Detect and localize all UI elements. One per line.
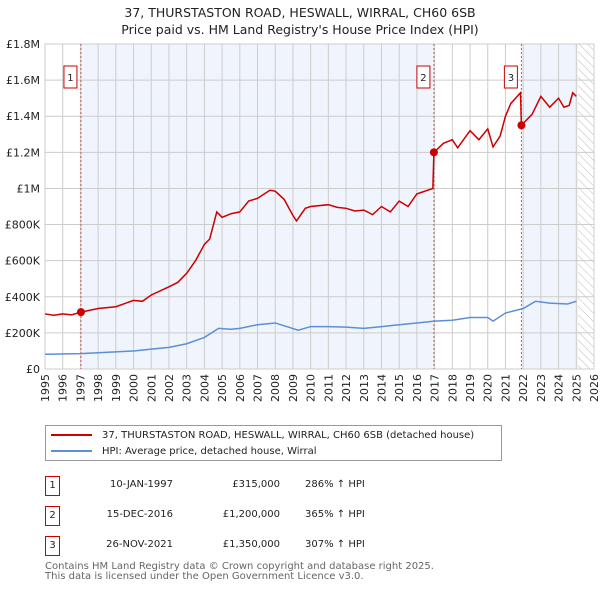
x-tick-label: 2019 (464, 374, 477, 402)
sale-row: 2 15-DEC-2016 £1,200,000 365% ↑ HPI (45, 506, 505, 528)
legend-item-property: 37, THURSTASTON ROAD, HESWALL, WIRRAL, C… (46, 427, 474, 443)
x-tick-label: 1998 (92, 374, 105, 402)
footer-line: This data is licensed under the Open Gov… (45, 571, 364, 582)
chart-title: 37, THURSTASTON ROAD, HESWALL, WIRRAL, C… (124, 5, 476, 20)
x-tick-label: 2026 (588, 374, 600, 402)
x-tick-label: 1997 (74, 374, 87, 402)
x-tick-label: 2000 (128, 374, 141, 402)
series-line (44, 300, 577, 355)
y-tick-label: £800K (5, 219, 41, 232)
legend-label: 37, THURSTASTON ROAD, HESWALL, WIRRAL, C… (102, 429, 475, 441)
sale-date: 26-NOV-2021 (106, 539, 173, 550)
sale-label: 3 (508, 73, 514, 84)
x-tick-label: 2014 (375, 374, 388, 402)
series-line (44, 90, 577, 316)
x-tick-label: 2004 (198, 374, 211, 402)
x-tick-label: 2012 (340, 374, 353, 402)
x-tick-label: 2015 (393, 374, 406, 402)
x-tick-label: 1995 (39, 374, 52, 402)
sale-point (517, 121, 526, 130)
y-tick-label: £1.2M (6, 146, 40, 159)
sale-row: 1 10-JAN-1997 £315,000 286% ↑ HPI (45, 476, 505, 498)
x-tick-label: 2001 (145, 374, 158, 402)
x-tick-label: 2024 (553, 374, 566, 402)
x-tick-label: 2002 (163, 374, 176, 402)
sale-price: £315,000 (232, 479, 280, 490)
y-tick-label: £1M (17, 182, 41, 195)
x-tick-label: 2007 (252, 374, 265, 402)
legend-label: HPI: Average price, detached house, Wirr… (102, 445, 317, 457)
sale-label-box (503, 65, 518, 89)
x-tick-label: 2011 (322, 374, 335, 402)
x-tick-label: 2025 (570, 374, 583, 402)
x-tick-label: 2022 (517, 374, 530, 402)
ownership-band (521, 44, 579, 369)
x-tick-label: 2010 (305, 374, 318, 402)
x-tick-label: 2005 (216, 374, 229, 402)
sale-label: 2 (420, 73, 426, 84)
sale-badge: 1 (45, 476, 60, 496)
x-tick-label: 2008 (269, 374, 282, 402)
x-tick-label: 1996 (57, 374, 70, 402)
y-tick-label: £400K (5, 291, 41, 304)
x-tick-label: 2023 (535, 374, 548, 402)
x-tick-label: 2013 (358, 374, 371, 402)
sale-hpi-change: 286% ↑ HPI (305, 479, 365, 490)
footer-line: Contains HM Land Registry data © Crown c… (45, 561, 434, 572)
x-tick-label: 2018 (446, 374, 459, 402)
y-tick-label: £200K (5, 327, 41, 340)
footer: Contains HM Land Registry data © Crown c… (45, 562, 434, 582)
x-tick-label: 2020 (482, 374, 495, 402)
y-tick-label: £600K (5, 255, 41, 268)
sale-badge: 2 (45, 506, 60, 526)
sale-hpi-change: 365% ↑ HPI (305, 509, 365, 520)
sale-date: 15-DEC-2016 (106, 509, 173, 520)
x-tick-label: 1999 (110, 374, 123, 402)
sale-point (429, 148, 438, 157)
y-tick-label: £1.4M (6, 110, 40, 123)
sale-label-box (63, 65, 78, 89)
sale-price: £1,200,000 (222, 509, 280, 520)
sale-hpi-change: 307% ↑ HPI (305, 539, 365, 550)
legend: 37, THURSTASTON ROAD, HESWALL, WIRRAL, C… (45, 425, 502, 461)
x-tick-label: 2009 (287, 374, 300, 402)
x-tick-label: 2016 (411, 374, 424, 402)
y-tick-label: £1.8M (6, 38, 40, 51)
chart-plot: 1995 1996 1997 1998 1999 2000 2001 2002 2003 2004… (5, 38, 600, 402)
sale-label: 1 (67, 73, 73, 84)
sale-date: 10-JAN-1997 (109, 479, 173, 490)
x-tick-label: 2003 (181, 374, 194, 402)
y-tick-label: £0 (26, 363, 40, 376)
sale-badge: 3 (45, 536, 60, 556)
y-tick-label: £1.6M (6, 74, 40, 87)
forecast-hatch (578, 44, 594, 369)
x-tick-label: 2021 (499, 374, 512, 402)
sale-label-box (416, 65, 431, 89)
legend-item-hpi: HPI: Average price, detached house, Wirr… (46, 443, 317, 459)
x-tick-label: 2006 (234, 374, 247, 402)
plot-frame (44, 43, 595, 370)
sale-price: £1,350,000 (222, 539, 280, 550)
sale-row: 3 26-NOV-2021 £1,350,000 307% ↑ HPI (45, 536, 505, 558)
chart-subtitle: Price paid vs. HM Land Registry's House … (121, 22, 479, 37)
sale-point (76, 308, 85, 317)
x-tick-label: 2017 (429, 374, 442, 402)
